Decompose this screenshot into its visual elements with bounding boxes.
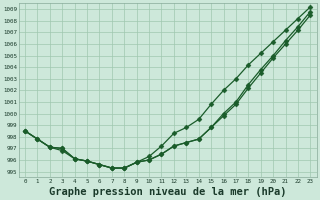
X-axis label: Graphe pression niveau de la mer (hPa): Graphe pression niveau de la mer (hPa)	[49, 186, 286, 197]
